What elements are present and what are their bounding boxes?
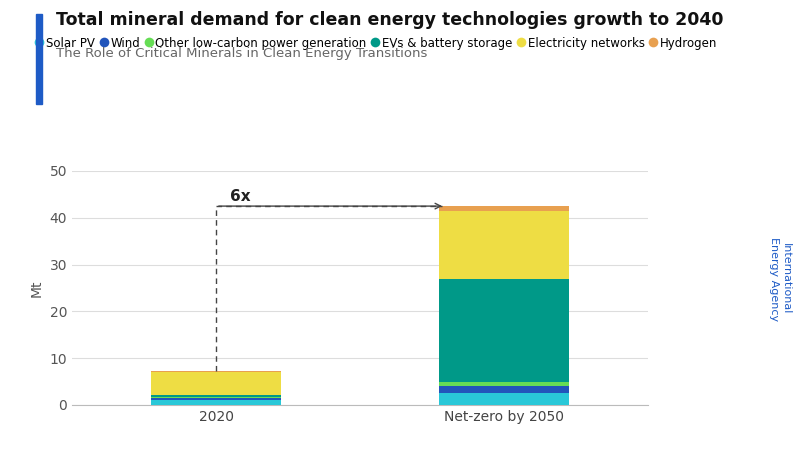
Bar [439,393,569,405]
Bar [151,395,281,397]
Bar [151,372,281,395]
Text: 6x: 6x [230,189,251,204]
Bar [151,400,281,405]
Legend: Solar PV, Wind, Other low-carbon power generation, EVs & battery storage, Electr: Solar PV, Wind, Other low-carbon power g… [32,32,722,54]
Bar [151,397,281,398]
Bar [151,398,281,400]
Bar [439,386,569,393]
Bar [439,206,569,211]
Text: International
Energy Agency: International Energy Agency [770,237,790,321]
Bar [439,279,569,382]
Bar [151,371,281,372]
Y-axis label: Mt: Mt [30,279,44,297]
Bar [439,382,569,386]
Text: The Role of Critical Minerals in Clean Energy Transitions: The Role of Critical Minerals in Clean E… [56,47,427,60]
Bar [439,211,569,279]
Text: Total mineral demand for clean energy technologies growth to 2040: Total mineral demand for clean energy te… [56,11,723,29]
